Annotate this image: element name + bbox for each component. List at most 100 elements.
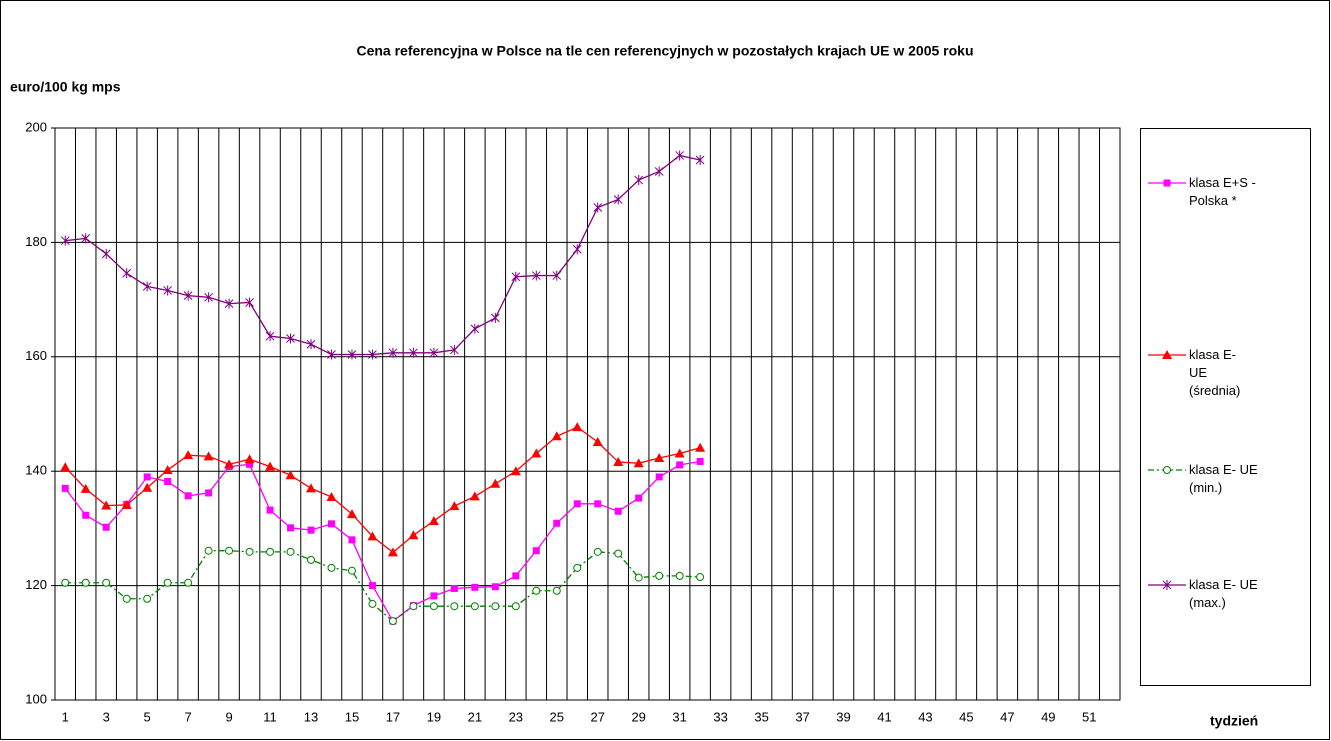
marker xyxy=(573,563,582,572)
legend-marker xyxy=(1162,350,1172,359)
marker xyxy=(184,578,193,587)
marker xyxy=(613,194,623,205)
marker xyxy=(163,578,172,587)
marker xyxy=(327,349,336,360)
marker xyxy=(286,333,295,344)
marker xyxy=(307,555,316,564)
marker xyxy=(409,602,418,611)
marker xyxy=(696,457,704,465)
marker xyxy=(164,477,172,485)
x-tick-label: 11 xyxy=(263,709,277,724)
marker xyxy=(572,244,582,255)
series-line xyxy=(65,154,701,356)
x-tick-label: 1 xyxy=(62,709,69,724)
legend-label: klasa E- UE (max.) xyxy=(1189,577,1258,610)
marker xyxy=(101,248,111,259)
marker xyxy=(183,450,194,460)
marker xyxy=(82,511,90,519)
x-tick-label: 13 xyxy=(304,709,318,724)
marker xyxy=(388,347,398,358)
marker xyxy=(633,458,644,468)
marker xyxy=(60,235,70,246)
marker xyxy=(634,573,643,582)
marker xyxy=(142,281,152,292)
marker xyxy=(634,175,644,186)
marker xyxy=(408,530,419,540)
marker xyxy=(491,583,499,591)
marker xyxy=(409,347,418,358)
x-tick-label: 47 xyxy=(1000,709,1014,724)
marker xyxy=(428,515,439,525)
marker xyxy=(163,285,172,296)
legend-label: klasa E+S - Polska * xyxy=(1189,175,1256,208)
marker xyxy=(347,566,356,575)
marker xyxy=(654,453,665,463)
marker xyxy=(245,297,254,308)
marker xyxy=(676,461,684,469)
marker xyxy=(450,584,458,592)
marker xyxy=(225,546,234,555)
marker xyxy=(572,422,583,432)
marker xyxy=(121,499,132,509)
marker xyxy=(245,547,254,556)
marker xyxy=(430,592,438,600)
marker xyxy=(80,483,91,493)
marker xyxy=(183,290,193,301)
marker xyxy=(429,347,439,358)
marker xyxy=(388,617,397,626)
marker xyxy=(470,323,480,334)
x-axis-label: tydzień xyxy=(1210,713,1258,729)
x-tick-label: 3 xyxy=(103,709,110,724)
marker xyxy=(654,166,664,177)
legend-marker xyxy=(1163,179,1171,187)
marker xyxy=(285,470,296,480)
y-tick-label: 180 xyxy=(25,234,47,249)
marker xyxy=(224,298,234,309)
x-tick-label: 31 xyxy=(672,709,686,724)
marker xyxy=(510,466,521,476)
marker xyxy=(266,506,274,514)
x-tick-label: 49 xyxy=(1041,709,1055,724)
x-tick-label: 51 xyxy=(1082,709,1096,724)
x-tick-label: 33 xyxy=(713,709,727,724)
marker xyxy=(674,448,685,458)
marker xyxy=(244,454,255,464)
marker xyxy=(696,573,705,582)
x-tick-label: 5 xyxy=(144,709,151,724)
marker xyxy=(81,233,91,244)
y-tick-label: 120 xyxy=(25,577,47,592)
y-axis-label: euro/100 kg mps xyxy=(10,79,121,95)
marker xyxy=(450,602,459,611)
marker xyxy=(326,491,337,501)
marker xyxy=(450,344,459,355)
marker xyxy=(60,462,71,472)
legend-label: klasa E- UE (średnia) xyxy=(1189,347,1241,398)
marker xyxy=(101,500,112,510)
marker xyxy=(224,459,235,469)
chart-title: Cena referencyjna w Polsce na tle cen re… xyxy=(356,43,973,59)
x-tick-label: 35 xyxy=(754,709,768,724)
marker xyxy=(347,349,357,360)
marker xyxy=(675,150,685,161)
marker xyxy=(531,270,541,281)
legend-box xyxy=(1140,128,1311,686)
marker xyxy=(306,339,316,350)
marker xyxy=(102,578,111,587)
marker xyxy=(511,271,521,282)
marker xyxy=(593,547,602,556)
marker xyxy=(368,599,377,608)
marker xyxy=(532,586,541,595)
marker xyxy=(471,583,479,591)
marker xyxy=(61,578,70,587)
marker xyxy=(490,478,501,488)
x-tick-label: 17 xyxy=(386,709,400,724)
marker xyxy=(655,571,664,580)
marker xyxy=(246,460,254,468)
marker xyxy=(143,594,152,603)
marker xyxy=(61,484,69,492)
x-tick-label: 15 xyxy=(345,709,359,724)
marker xyxy=(368,582,376,590)
marker xyxy=(613,457,624,467)
